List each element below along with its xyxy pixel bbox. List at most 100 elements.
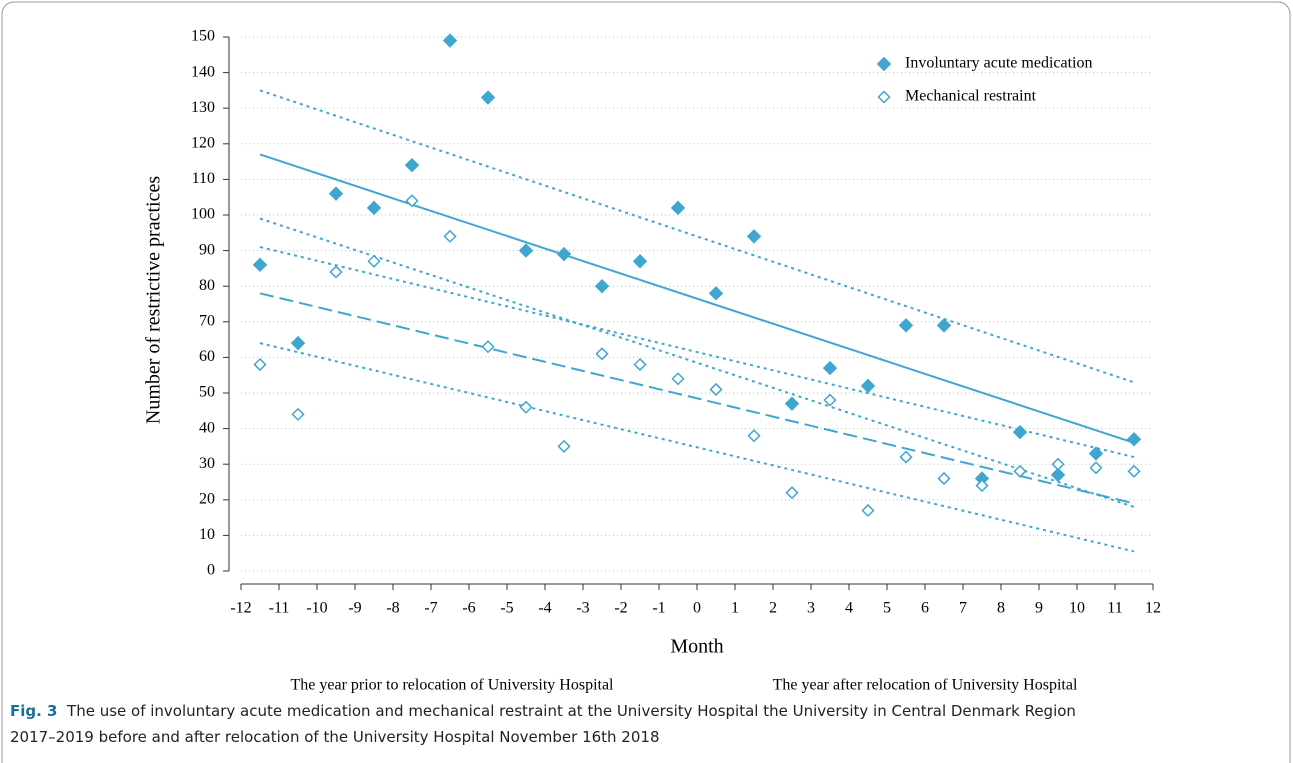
point	[556, 246, 572, 262]
x-tick-label: -1	[652, 600, 665, 617]
point	[861, 503, 875, 518]
caption-line: Fig. 3 The use of involuntary acute medi…	[10, 702, 1076, 720]
legend-marker	[876, 56, 892, 72]
point	[1089, 461, 1103, 475]
annotation: The year after relocation of University …	[773, 677, 1078, 694]
y-tick-label: 0	[207, 562, 215, 579]
x-tick-label: -9	[348, 600, 361, 617]
x-tick-label: 10	[1069, 600, 1085, 617]
x-tick-label: -7	[424, 600, 437, 617]
point	[708, 286, 724, 301]
point	[1127, 464, 1141, 478]
point	[1126, 432, 1142, 447]
point	[1088, 446, 1104, 461]
x-tick-label: 11	[1107, 600, 1122, 617]
y-tick-label: 20	[199, 490, 215, 507]
x-tick-label: -6	[462, 600, 475, 617]
y-tick-label: 90	[199, 241, 215, 258]
point	[252, 257, 268, 273]
y-tick-label: 30	[199, 455, 215, 472]
x-tick-label: -11	[269, 600, 290, 617]
point	[443, 229, 457, 243]
annotation: The year prior to relocation of Universi…	[290, 677, 614, 694]
fit-line	[259, 89, 1135, 384]
x-tick-label: 9	[1035, 600, 1043, 617]
point	[442, 33, 458, 48]
y-tick-label: 110	[192, 170, 215, 187]
point	[1050, 467, 1066, 483]
legend-label: Mechanical restraint	[905, 88, 1037, 105]
x-tick-label: 3	[807, 600, 815, 617]
y-tick-label: 50	[199, 384, 215, 401]
point	[898, 318, 914, 333]
point	[936, 318, 952, 333]
x-tick-label: 5	[883, 600, 891, 617]
point	[746, 229, 762, 244]
fit-line	[259, 292, 1135, 505]
fit-line	[259, 153, 1135, 444]
point	[518, 243, 534, 258]
point	[367, 254, 381, 268]
x-tick-label: -12	[230, 600, 251, 617]
point	[481, 340, 495, 354]
point	[747, 429, 761, 443]
point	[785, 486, 799, 500]
caption-label: Fig. 3	[10, 702, 58, 720]
x-tick-label: 1	[731, 600, 739, 617]
y-tick-label: 150	[191, 28, 215, 45]
point	[519, 400, 533, 414]
point	[328, 186, 344, 201]
point	[784, 396, 800, 411]
x-tick-label: 12	[1145, 600, 1161, 617]
point	[975, 478, 989, 493]
point	[404, 157, 420, 173]
y-tick-label: 10	[199, 526, 215, 543]
point	[632, 254, 648, 269]
point	[823, 393, 837, 407]
x-tick-label: -4	[538, 600, 551, 617]
x-tick-label: -2	[614, 600, 627, 617]
x-tick-label: -8	[386, 600, 399, 617]
y-tick-label: 80	[199, 277, 215, 294]
x-tick-label: -3	[576, 600, 589, 617]
point	[1012, 424, 1028, 440]
point	[1051, 457, 1065, 471]
point	[290, 335, 306, 351]
point	[366, 200, 382, 216]
x-tick-label: -5	[500, 600, 513, 617]
y-axis-title: Number of restrictive practices	[143, 176, 165, 424]
point	[594, 278, 610, 294]
caption-line: 2017–2019 before and after relocation of…	[10, 728, 660, 746]
fit-line	[259, 246, 1135, 459]
point	[329, 265, 343, 279]
point	[595, 347, 609, 361]
point	[937, 471, 951, 486]
point	[1013, 464, 1027, 478]
point	[822, 360, 838, 376]
x-axis-title: Month	[670, 636, 723, 658]
point	[899, 450, 913, 464]
legend-label: Involuntary acute medication	[905, 55, 1092, 72]
point	[671, 372, 685, 386]
y-tick-label: 100	[191, 206, 215, 223]
x-tick-label: 0	[693, 600, 701, 617]
x-tick-label: 7	[959, 600, 967, 617]
x-tick-label: -10	[306, 600, 327, 617]
x-tick-label: 8	[997, 600, 1005, 617]
y-tick-label: 140	[191, 63, 215, 80]
y-tick-label: 130	[191, 99, 215, 116]
y-tick-label: 60	[199, 348, 215, 365]
point	[405, 194, 419, 208]
y-tick-label: 70	[199, 312, 215, 329]
point	[557, 439, 571, 453]
point	[860, 378, 876, 394]
y-tick-label: 40	[199, 419, 215, 436]
caption-text: The use of involuntary acute medication …	[67, 702, 1076, 720]
x-tick-label: 6	[921, 600, 929, 617]
point	[670, 200, 686, 216]
fit-line	[259, 217, 1135, 508]
x-tick-label: 4	[845, 600, 853, 617]
